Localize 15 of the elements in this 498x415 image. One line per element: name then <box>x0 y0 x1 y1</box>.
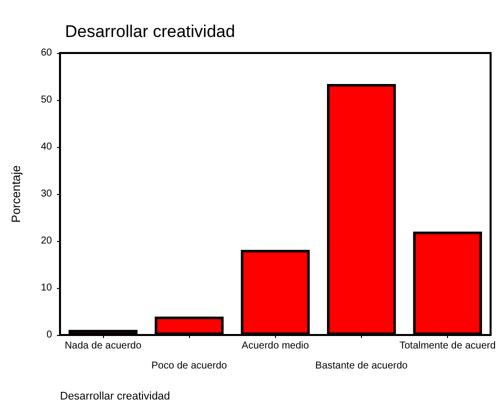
y-tick-label: 30 <box>40 188 52 200</box>
y-tick-label: 20 <box>40 236 52 246</box>
y-tick-label: 40 <box>40 142 52 152</box>
y-tick-label: 0 <box>46 330 52 340</box>
chart-title: Desarrollar creatividad <box>65 22 236 41</box>
x-tick-label: Poco de acuerdo <box>151 360 228 372</box>
y-tick-label: 50 <box>40 94 52 106</box>
y-tick-label: 60 <box>40 48 52 58</box>
x-tick-label: Nada de acuerdo <box>64 340 142 352</box>
y-tick-label: 10 <box>40 282 52 294</box>
x-tick-label: Acuerdo medio <box>242 340 310 352</box>
x-tick-label: Totalmente de acuerd <box>399 340 496 352</box>
y-axis-title: Porcentaje <box>9 164 23 223</box>
x-axis-title: Desarrollar creatividad <box>60 390 170 402</box>
x-tick-label: Bastante de acuerdo <box>315 360 408 372</box>
